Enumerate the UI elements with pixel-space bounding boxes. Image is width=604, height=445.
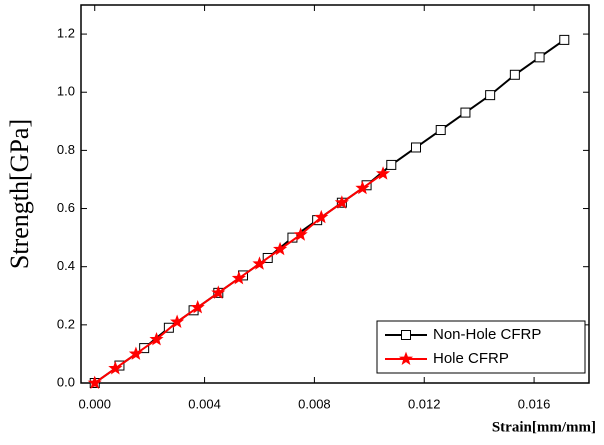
data-point [293, 227, 308, 241]
data-point [386, 159, 397, 170]
data-point [128, 346, 143, 360]
y-tick-label: 1.2 [57, 26, 75, 41]
y-tick-label: 0.0 [57, 374, 75, 389]
data-point [170, 314, 185, 328]
plot-frame [80, 4, 590, 384]
data-point [108, 361, 123, 375]
data-point [509, 69, 520, 80]
y-tick-label: 0.4 [57, 258, 75, 273]
legend-label: Hole CFRP [433, 350, 509, 367]
x-axis-label: Strain[mm/mm] [492, 419, 596, 435]
y-tick-label: 0.2 [57, 316, 75, 331]
y-tick-label: 0.6 [57, 200, 75, 215]
data-point [460, 107, 471, 118]
data-point [411, 142, 422, 153]
data-point [355, 180, 370, 195]
legend-label: Non-Hole CFRP [433, 326, 541, 343]
legend-box [376, 320, 586, 374]
data-point [559, 34, 570, 45]
data-point [485, 90, 496, 101]
data-point [334, 195, 349, 209]
data-point [231, 270, 246, 285]
data-point [435, 125, 446, 136]
data-point [375, 166, 391, 180]
x-tick-label: 0.012 [408, 396, 441, 411]
legend-marker [401, 330, 411, 340]
data-point [149, 331, 164, 346]
y-axis-label: Strength[GPa] [5, 119, 34, 269]
x-tick-label: 0.016 [518, 396, 551, 411]
x-tick-label: 0.004 [188, 396, 221, 411]
data-point [211, 285, 226, 299]
x-tick-label: 0.000 [78, 396, 111, 411]
data-point [252, 256, 267, 270]
x-tick-label: 0.008 [298, 396, 331, 411]
data-point [314, 209, 329, 224]
data-point [190, 299, 205, 314]
y-tick-label: 1.0 [57, 84, 75, 99]
legend-marker [398, 351, 414, 366]
y-tick-label: 0.8 [57, 142, 75, 157]
data-point [534, 52, 545, 63]
data-point [273, 241, 288, 256]
data-point [87, 375, 102, 390]
